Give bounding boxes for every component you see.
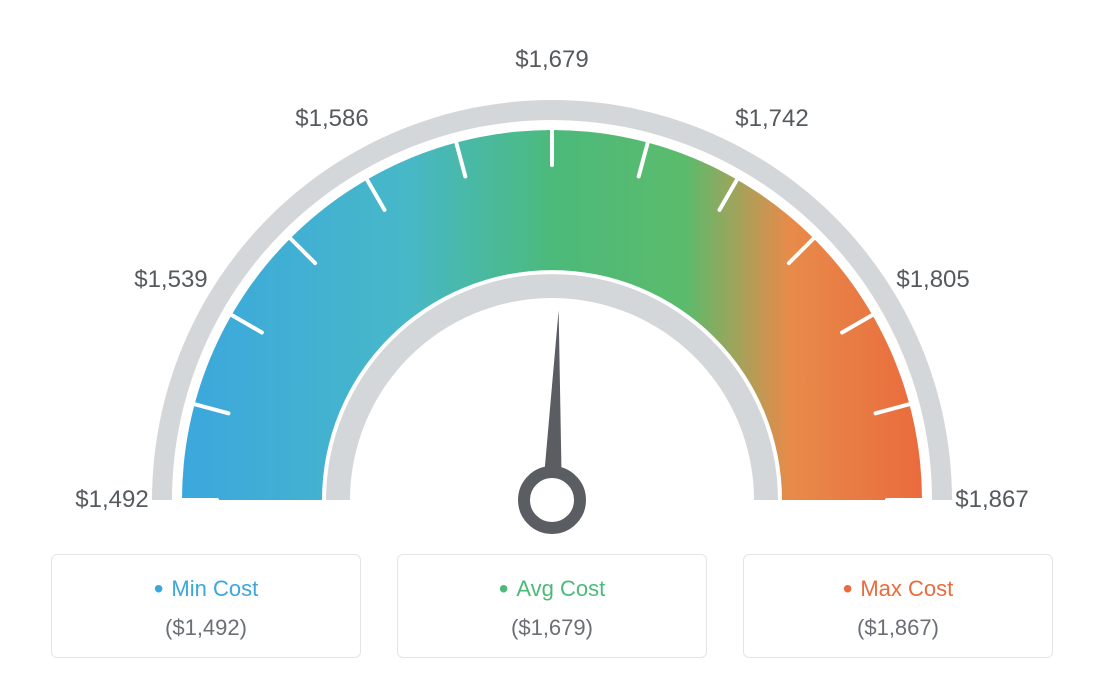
legend-card-avg: Avg Cost ($1,679) bbox=[397, 554, 707, 658]
legend-title-max: Max Cost bbox=[744, 573, 1052, 605]
gauge-chart bbox=[72, 40, 1032, 560]
legend-value-max: ($1,867) bbox=[744, 615, 1052, 641]
legend-card-max: Max Cost ($1,867) bbox=[743, 554, 1053, 658]
gauge-tick-label: $1,742 bbox=[735, 105, 808, 133]
legend-value-min: ($1,492) bbox=[52, 615, 360, 641]
gauge-tick-label: $1,805 bbox=[896, 266, 969, 294]
gauge-tick-label: $1,586 bbox=[295, 105, 368, 133]
gauge-tick-label: $1,539 bbox=[134, 266, 207, 294]
gauge-container: $1,492 $1,539 $1,586 $1,679 $1,742 $1,805 $1,8… bbox=[72, 40, 1032, 540]
legend-card-min: Min Cost ($1,492) bbox=[51, 554, 361, 658]
gauge-tick-label: $1,867 bbox=[955, 486, 1028, 514]
legend-title-min: Min Cost bbox=[52, 573, 360, 605]
gauge-tick-label: $1,679 bbox=[515, 46, 588, 74]
legend-row: Min Cost ($1,492) Avg Cost ($1,679) Max … bbox=[51, 554, 1053, 658]
legend-title-avg: Avg Cost bbox=[398, 573, 706, 605]
legend-value-avg: ($1,679) bbox=[398, 615, 706, 641]
gauge-tick-label: $1,492 bbox=[75, 486, 148, 514]
